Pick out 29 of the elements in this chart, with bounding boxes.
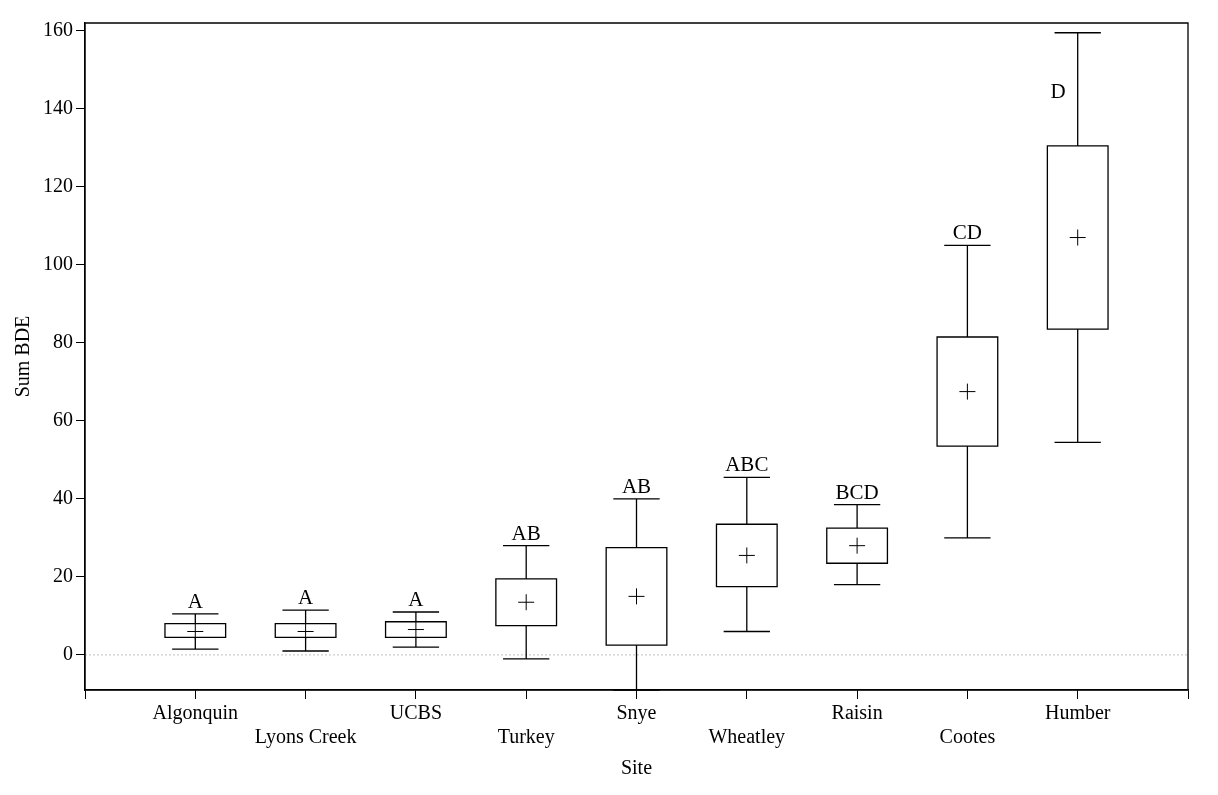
annotation: AB [621, 473, 652, 498]
annotation: D [1050, 78, 1066, 103]
y-tick-label: 120 [43, 174, 73, 197]
y-axis-title: Sum BDE [11, 315, 34, 398]
x-tick-label: Lyons Creek [254, 725, 357, 749]
x-tick-label: Raisin [831, 701, 883, 724]
x-tick-label: Snye [616, 701, 657, 725]
y-tick-label: 160 [43, 18, 73, 41]
y-tick-label: 140 [43, 96, 73, 119]
y-tick-label: 0 [63, 642, 73, 665]
annotation: ABC [725, 452, 769, 477]
annotation: A [298, 585, 315, 610]
annotation: A [187, 588, 204, 613]
x-tick-label: Turkey [497, 725, 555, 749]
y-tick-label: 40 [53, 486, 73, 509]
annotation: A [408, 587, 425, 611]
annotation: AB [511, 520, 541, 545]
x-tick-label: Humber [1044, 701, 1111, 724]
y-tick-label: 60 [53, 408, 73, 431]
x-axis-title: Site [620, 756, 653, 779]
annotation: CD [952, 220, 982, 245]
x-tick-label: Cootes [939, 725, 996, 748]
y-tick-label: 100 [43, 252, 73, 275]
x-tick-label: Wheatley [708, 725, 786, 749]
x-tick-label: Algonquin [152, 701, 239, 725]
y-tick-label: 80 [53, 330, 73, 353]
y-tick-label: 20 [53, 564, 73, 587]
x-tick-label: UCBS [389, 701, 443, 724]
annotation: BCD [835, 479, 879, 504]
